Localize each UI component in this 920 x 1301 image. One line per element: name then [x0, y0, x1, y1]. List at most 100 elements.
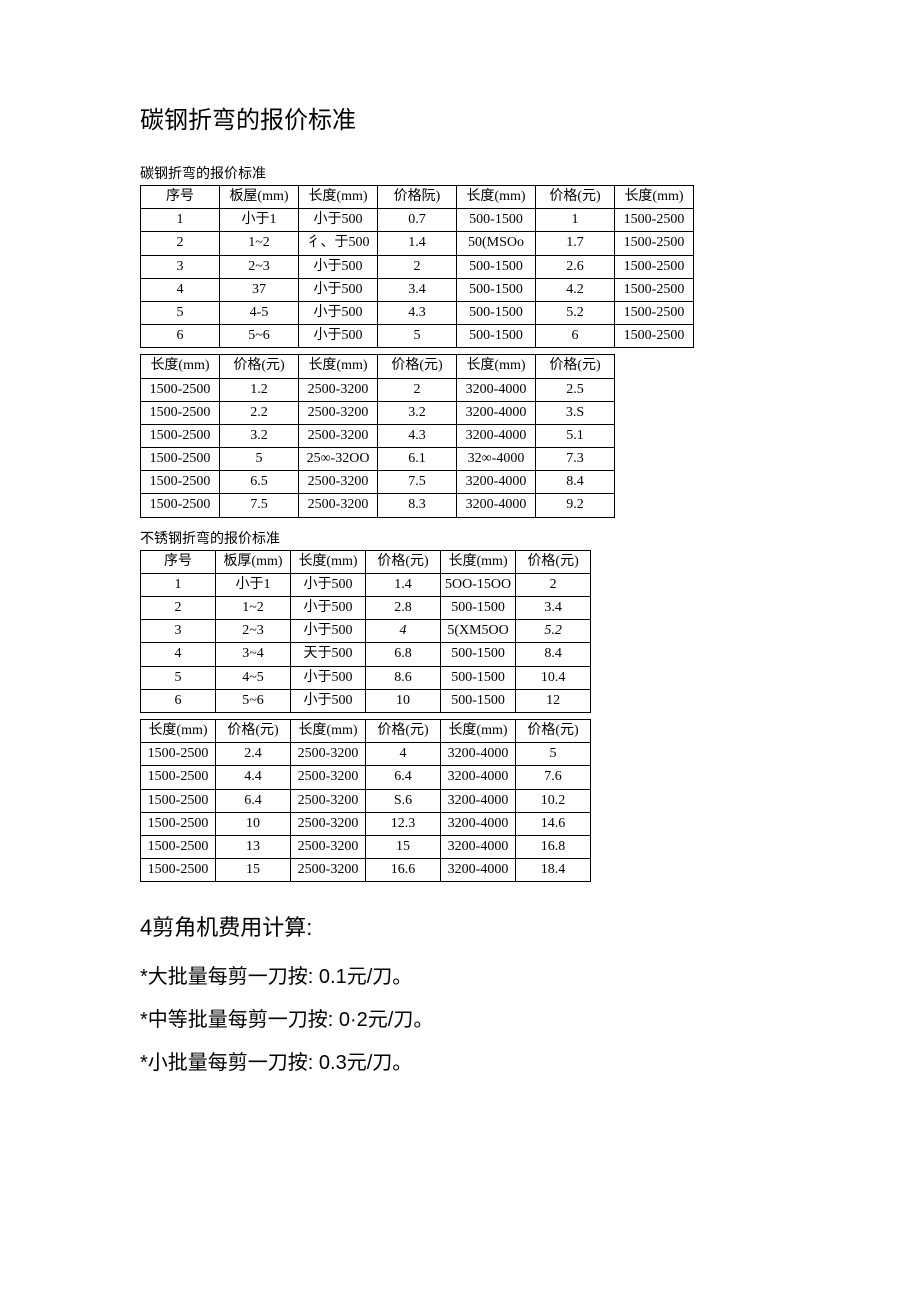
table-cell: 1~2	[216, 597, 291, 620]
table-row: 1500-2500525∞-32OO6.132∞-40007.3	[141, 448, 615, 471]
table-cell: 7.3	[536, 448, 615, 471]
table-cell: 500-1500	[441, 597, 516, 620]
table-row: 1500-25006.42500-3200S.63200-400010.2	[141, 789, 591, 812]
column-header: 价格(元)	[536, 186, 615, 209]
column-header: 板屋(mm)	[220, 186, 299, 209]
table-cell: 5.2	[536, 301, 615, 324]
table-cell: 7.5	[220, 494, 299, 517]
table-cell: 4~5	[216, 666, 291, 689]
column-header: 长度(mm)	[615, 186, 694, 209]
table-row: 32~3小于5002500-15002.61500-2500	[141, 255, 694, 278]
bullet-item: *中等批量每剪一刀按: 0·2元/刀。	[140, 1003, 780, 1032]
column-header: 价格(元)	[516, 719, 591, 742]
table-cell: 2.5	[536, 378, 615, 401]
table-cell: 3200-4000	[441, 812, 516, 835]
table-cell: 1500-2500	[141, 766, 216, 789]
table-cell: 16.8	[516, 835, 591, 858]
table-cell: 500-1500	[457, 278, 536, 301]
table-cell: 2~3	[220, 255, 299, 278]
table-cell: 10	[366, 689, 441, 712]
table-cell: 小于1	[216, 573, 291, 596]
table-cell: 1500-2500	[615, 301, 694, 324]
table-row: 21~2小于5002.8500-15003.4	[141, 597, 591, 620]
column-header: 长度(mm)	[457, 355, 536, 378]
table-cell: 8.4	[536, 471, 615, 494]
table-cell: 1500-2500	[615, 209, 694, 232]
table-cell: 5	[378, 325, 457, 348]
table-cell: 37	[220, 278, 299, 301]
table-cell: 小于500	[299, 301, 378, 324]
table-cell: 3200-4000	[457, 378, 536, 401]
column-header: 长度(mm)	[457, 186, 536, 209]
table-cell: 10.2	[516, 789, 591, 812]
table-cell: 1500-2500	[141, 789, 216, 812]
table-row: 1500-2500152500-320016.63200-400018.4	[141, 859, 591, 882]
column-header: 板厚(mm)	[216, 550, 291, 573]
table-cell: 2500-3200	[291, 743, 366, 766]
table-cell: 5	[141, 666, 216, 689]
table-cell: 2	[378, 378, 457, 401]
table-cell: 2500-3200	[299, 401, 378, 424]
section1-subtitle: 碳钢折弯的报价标准	[140, 163, 780, 183]
table-cell: 小于1	[220, 209, 299, 232]
table-row: 21~2彳、于5001.450(MSOo1.71500-2500	[141, 232, 694, 255]
table-cell: 1.4	[378, 232, 457, 255]
column-header: 长度(mm)	[299, 355, 378, 378]
table-cell: 3.S	[536, 401, 615, 424]
table-cell: 4-5	[220, 301, 299, 324]
table-cell: 2500-3200	[291, 859, 366, 882]
table-cell: 25∞-32OO	[299, 448, 378, 471]
column-header: 长度(mm)	[441, 550, 516, 573]
section2-subtitle: 不锈钢折弯的报价标准	[140, 528, 780, 548]
table-cell: 彳、于500	[299, 232, 378, 255]
table-cell: 小于500	[291, 597, 366, 620]
table-cell: 小于500	[291, 573, 366, 596]
table-cell: 4	[366, 620, 441, 643]
table-cell: 9.2	[536, 494, 615, 517]
table-cell: 1500-2500	[141, 448, 220, 471]
table-cell: 2500-3200	[291, 766, 366, 789]
table-cell: 2500-3200	[299, 424, 378, 447]
table-cell: 1.4	[366, 573, 441, 596]
table-cell: 50(MSOo	[457, 232, 536, 255]
stainless-table-b: 长度(mm)价格(元)长度(mm)价格(元)长度(mm)价格(元) 1500-2…	[140, 719, 591, 882]
table-cell: 2.4	[216, 743, 291, 766]
column-header: 价格(元)	[216, 719, 291, 742]
table-cell: 10	[216, 812, 291, 835]
column-header: 价格(元)	[378, 355, 457, 378]
table-cell: 3	[141, 255, 220, 278]
table-cell: 2.2	[220, 401, 299, 424]
table-cell: 1.2	[220, 378, 299, 401]
table-cell: 4.3	[378, 424, 457, 447]
column-header: 价格(元)	[220, 355, 299, 378]
table-cell: 小于500	[299, 209, 378, 232]
table-cell: 1500-2500	[615, 232, 694, 255]
table-cell: 6	[141, 689, 216, 712]
table-cell: 15	[216, 859, 291, 882]
table-cell: 16.6	[366, 859, 441, 882]
table-cell: 8.3	[378, 494, 457, 517]
table-row: 1小于1小于5000.7500-150011500-2500	[141, 209, 694, 232]
table-cell: 10.4	[516, 666, 591, 689]
table-cell: 1	[141, 209, 220, 232]
table-cell: 小于500	[299, 278, 378, 301]
column-header: 长度(mm)	[291, 550, 366, 573]
table-cell: 3200-4000	[457, 471, 536, 494]
table-cell: 500-1500	[441, 643, 516, 666]
table-cell: 2~3	[216, 620, 291, 643]
table-row: 1500-25002.42500-320043200-40005	[141, 743, 591, 766]
table-row: 1500-25003.22500-32004.33200-40005.1	[141, 424, 615, 447]
column-header: 长度(mm)	[291, 719, 366, 742]
table-cell: 1500-2500	[141, 494, 220, 517]
table-row: 32~3小于50045(XM5OO5.2	[141, 620, 591, 643]
column-header: 序号	[141, 186, 220, 209]
table-cell: 2500-3200	[299, 378, 378, 401]
table-cell: 15	[366, 835, 441, 858]
table-cell: 4	[366, 743, 441, 766]
table-cell: 3	[141, 620, 216, 643]
table-cell: 6.1	[378, 448, 457, 471]
table-cell: 12.3	[366, 812, 441, 835]
table-cell: 2500-3200	[291, 789, 366, 812]
column-header: 长度(mm)	[141, 355, 220, 378]
table-row: 54~5小于5008.6500-150010.4	[141, 666, 591, 689]
